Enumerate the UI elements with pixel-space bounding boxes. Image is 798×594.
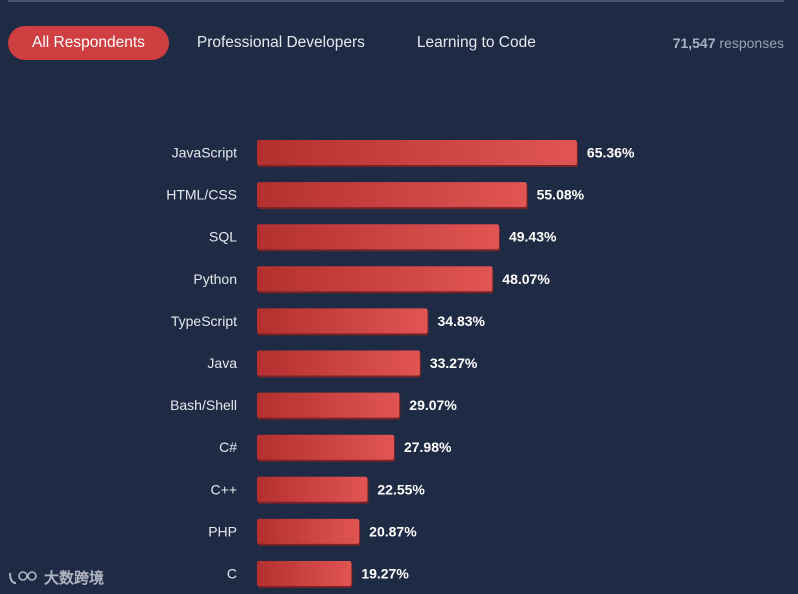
tab-professional-developers[interactable]: Professional Developers [196,34,365,51]
value-label-c: 27.98% [404,439,452,455]
bar-typescript [257,308,428,334]
category-label-html-css: HTML/CSS [166,187,237,203]
bar-javascript [257,140,577,165]
category-label-c: C# [219,439,237,455]
bar-c [257,434,394,460]
bar-sql [257,224,499,250]
value-label-python: 48.07% [502,271,550,287]
value-label-php: 20.87% [369,523,417,539]
value-label-typescript: 34.83% [437,313,485,329]
bar-python [257,266,493,292]
bar-php [257,518,360,544]
bar-bash-shell [257,392,400,418]
responses-number: 71,547 [672,35,716,51]
value-label-javascript: 65.36% [587,145,635,161]
tab-all-respondents[interactable]: All Respondents [8,26,169,60]
watermark: 大数跨境 [8,567,104,588]
bar-html-css [257,182,527,208]
value-label-c: 22.55% [377,481,425,497]
category-label-bash-shell: Bash/Shell [170,397,237,413]
category-label-typescript: TypeScript [171,313,237,329]
respondent-tabs: All Respondents Professional Developers … [8,26,560,60]
tab-learning-to-code[interactable]: Learning to Code [416,34,536,51]
value-label-html-css: 55.08% [537,187,585,203]
category-label-java: Java [207,355,237,371]
value-label-c: 19.27% [361,566,409,582]
value-label-java: 33.27% [430,355,478,371]
bar-java [257,350,420,376]
category-label-python: Python [193,271,237,287]
top-divider [8,0,784,2]
category-label-c: C++ [211,481,237,497]
responses-count: 71,547 responses [673,35,784,51]
bar-c [257,561,352,586]
bar-c [257,476,368,502]
category-label-php: PHP [208,523,237,539]
category-label-javascript: JavaScript [172,145,237,161]
value-label-sql: 49.43% [509,229,557,245]
category-label-sql: SQL [209,229,237,245]
responses-label: responses [719,35,784,51]
watermark-text: 大数跨境 [44,570,105,587]
value-label-bash-shell: 29.07% [409,397,457,413]
watermark-logo-icon [9,570,37,584]
category-label-c: C [227,566,237,582]
